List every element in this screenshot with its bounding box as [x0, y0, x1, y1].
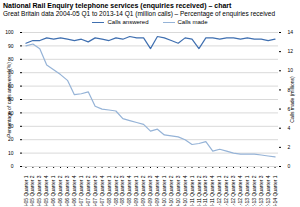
svg-text:20: 20: [7, 136, 14, 143]
svg-text:2011-12 Quarter 3: 2011-12 Quarter 3: [230, 175, 236, 206]
svg-text:2005-06 Quarter 3: 2005-06 Quarter 3: [64, 175, 70, 206]
svg-text:2004-05 Quarter 4: 2004-05 Quarter 4: [43, 175, 49, 206]
svg-text:2009-10 Quarter 3: 2009-10 Quarter 3: [175, 175, 181, 206]
svg-text:2011-12 Quarter 1: 2011-12 Quarter 1: [216, 175, 222, 206]
svg-text:2007-08 Quarter 3: 2007-08 Quarter 3: [119, 175, 125, 206]
html-text:Great Britain data 2004-05 Q1: Great Britain data 2004-05 Q1 to 2013-14…: [3, 10, 276, 17]
svg-text:2006-07 Quarter 2: 2006-07 Quarter 2: [85, 175, 91, 206]
html-text:Calls made: Calls made: [177, 19, 208, 25]
svg-text:2007-08 Quarter 2: 2007-08 Quarter 2: [113, 175, 119, 206]
svg-text:2004-05 Quarter 1: 2004-05 Quarter 1: [23, 175, 29, 206]
svg-text:2008-09 Quarter 2: 2008-09 Quarter 2: [140, 175, 146, 206]
svg-text:2007-08 Quarter 4: 2007-08 Quarter 4: [126, 175, 132, 206]
svg-text:90: 90: [8, 43, 14, 49]
svg-text:2011-12 Quarter 4: 2011-12 Quarter 4: [237, 175, 243, 206]
svg-text:2012-13 Quarter 2: 2012-13 Quarter 2: [251, 175, 257, 206]
svg-text:2012-13 Quarter 4: 2012-13 Quarter 4: [265, 175, 271, 206]
svg-text:2010-11 Quarter 3: 2010-11 Quarter 3: [202, 175, 208, 206]
svg-text:4: 4: [288, 125, 291, 131]
svg-text:2010-11 Quarter 2: 2010-11 Quarter 2: [196, 175, 202, 206]
svg-text:2008-09 Quarter 4: 2008-09 Quarter 4: [154, 175, 160, 206]
svg-text:12: 12: [288, 48, 294, 54]
svg-text:0: 0: [288, 163, 291, 169]
svg-text:2010-11 Quarter 4: 2010-11 Quarter 4: [209, 175, 215, 206]
svg-text:14: 14: [288, 29, 294, 35]
svg-text:2004-05 Quarter 2: 2004-05 Quarter 2: [29, 175, 35, 206]
svg-text:2008-09 Quarter 3: 2008-09 Quarter 3: [147, 175, 153, 206]
svg-text:2009-10 Quarter 1: 2009-10 Quarter 1: [161, 175, 167, 206]
svg-text:2006-07 Quarter 3: 2006-07 Quarter 3: [92, 175, 98, 206]
html-text:Calls answered: Calls answered: [107, 19, 149, 25]
svg-text:2: 2: [288, 144, 291, 150]
svg-text:Calls made (millions): Calls made (millions): [289, 76, 295, 123]
svg-text:2006-07 Quarter 4: 2006-07 Quarter 4: [99, 175, 105, 206]
svg-text:2006-07 Quarter 1: 2006-07 Quarter 1: [78, 175, 84, 206]
svg-text:10: 10: [288, 67, 294, 73]
svg-text:2005-06 Quarter 1: 2005-06 Quarter 1: [50, 175, 56, 206]
svg-text:2012-13 Quarter 3: 2012-13 Quarter 3: [258, 175, 264, 206]
svg-text:100: 100: [5, 29, 14, 35]
svg-text:2004-05 Quarter 3: 2004-05 Quarter 3: [36, 175, 42, 206]
svg-text:2009-10 Quarter 4: 2009-10 Quarter 4: [182, 175, 188, 206]
svg-text:2012-13 Quarter 1: 2012-13 Quarter 1: [244, 175, 250, 206]
svg-text:2011-12 Quarter 2: 2011-12 Quarter 2: [223, 175, 229, 206]
svg-text:2007-08 Quarter 1: 2007-08 Quarter 1: [106, 175, 112, 206]
svg-text:10: 10: [8, 150, 14, 156]
svg-text:2010-11 Quarter 1: 2010-11 Quarter 1: [189, 175, 195, 206]
svg-text:2008-09 Quarter 1: 2008-09 Quarter 1: [133, 175, 139, 206]
svg-text:2013-14 Quarter 1: 2013-14 Quarter 1: [272, 175, 278, 206]
svg-text:80: 80: [8, 56, 14, 62]
svg-text:2009-10 Quarter 2: 2009-10 Quarter 2: [168, 175, 174, 206]
html-text:National Rail Enquiry telephon: National Rail Enquiry telephone services…: [3, 2, 232, 9]
svg-text:2005-06 Quarter 2: 2005-06 Quarter 2: [57, 175, 63, 206]
svg-text:2005-06 Quarter 4: 2005-06 Quarter 4: [71, 175, 77, 206]
svg-text:Percentage of calls answered (: Percentage of calls answered (%): [6, 62, 12, 137]
svg-text:0: 0: [11, 163, 14, 169]
